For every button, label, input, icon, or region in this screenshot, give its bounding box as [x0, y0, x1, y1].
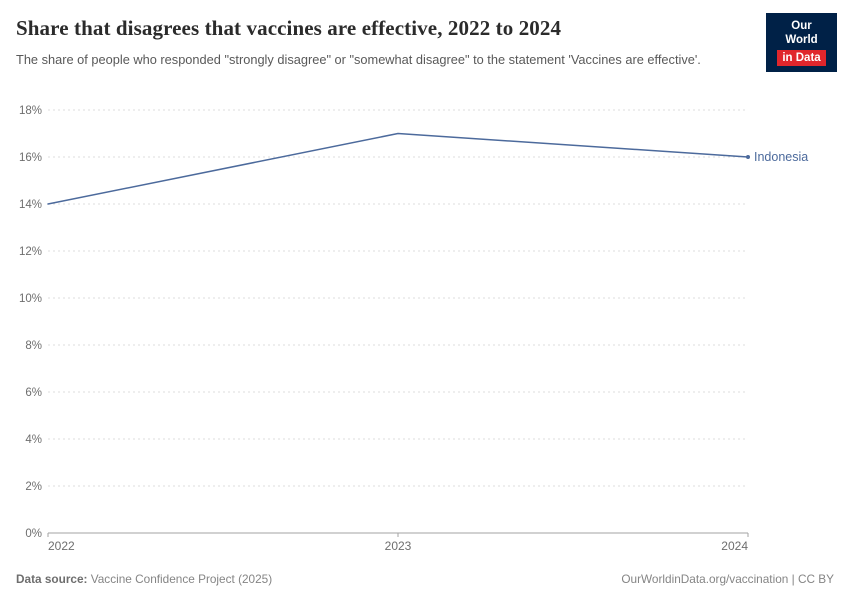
- owid-logo-line1: Our World: [785, 20, 818, 47]
- series-label[interactable]: Indonesia: [754, 150, 808, 164]
- x-tick-label: 2023: [385, 539, 412, 553]
- owid-logo-line2: in Data: [777, 49, 826, 67]
- series-line: [47, 132, 749, 205]
- data-source-label: Data source:: [16, 572, 88, 586]
- x-tick-label: 2024: [721, 539, 748, 553]
- y-tick-label: 16%: [19, 152, 42, 164]
- owid-logo[interactable]: Our World in Data: [766, 13, 837, 73]
- y-tick-label: 0%: [25, 528, 42, 540]
- data-source: Data source: Vaccine Confidence Project …: [16, 572, 272, 586]
- y-tick-label: 12%: [19, 246, 42, 258]
- y-tick-label: 8%: [25, 340, 42, 352]
- y-tick-label: 4%: [25, 434, 42, 446]
- series-end-dot: [746, 155, 750, 159]
- chart-subtitle: The share of people who responded "stron…: [16, 52, 701, 67]
- y-tick-label: 10%: [19, 293, 42, 305]
- chart-title: Share that disagrees that vaccines are e…: [16, 16, 562, 40]
- data-source-text: Vaccine Confidence Project (2025): [90, 572, 273, 586]
- y-tick-label: 6%: [25, 387, 42, 399]
- y-tick-label: 18%: [19, 105, 42, 117]
- x-tick-label: 2022: [48, 539, 75, 553]
- y-tick-label: 2%: [25, 481, 42, 493]
- owid-link[interactable]: OurWorldinData.org/vaccination | CC BY: [621, 572, 834, 586]
- y-tick-label: 14%: [19, 199, 42, 211]
- chart-footer: Data source: Vaccine Confidence Project …: [16, 572, 834, 586]
